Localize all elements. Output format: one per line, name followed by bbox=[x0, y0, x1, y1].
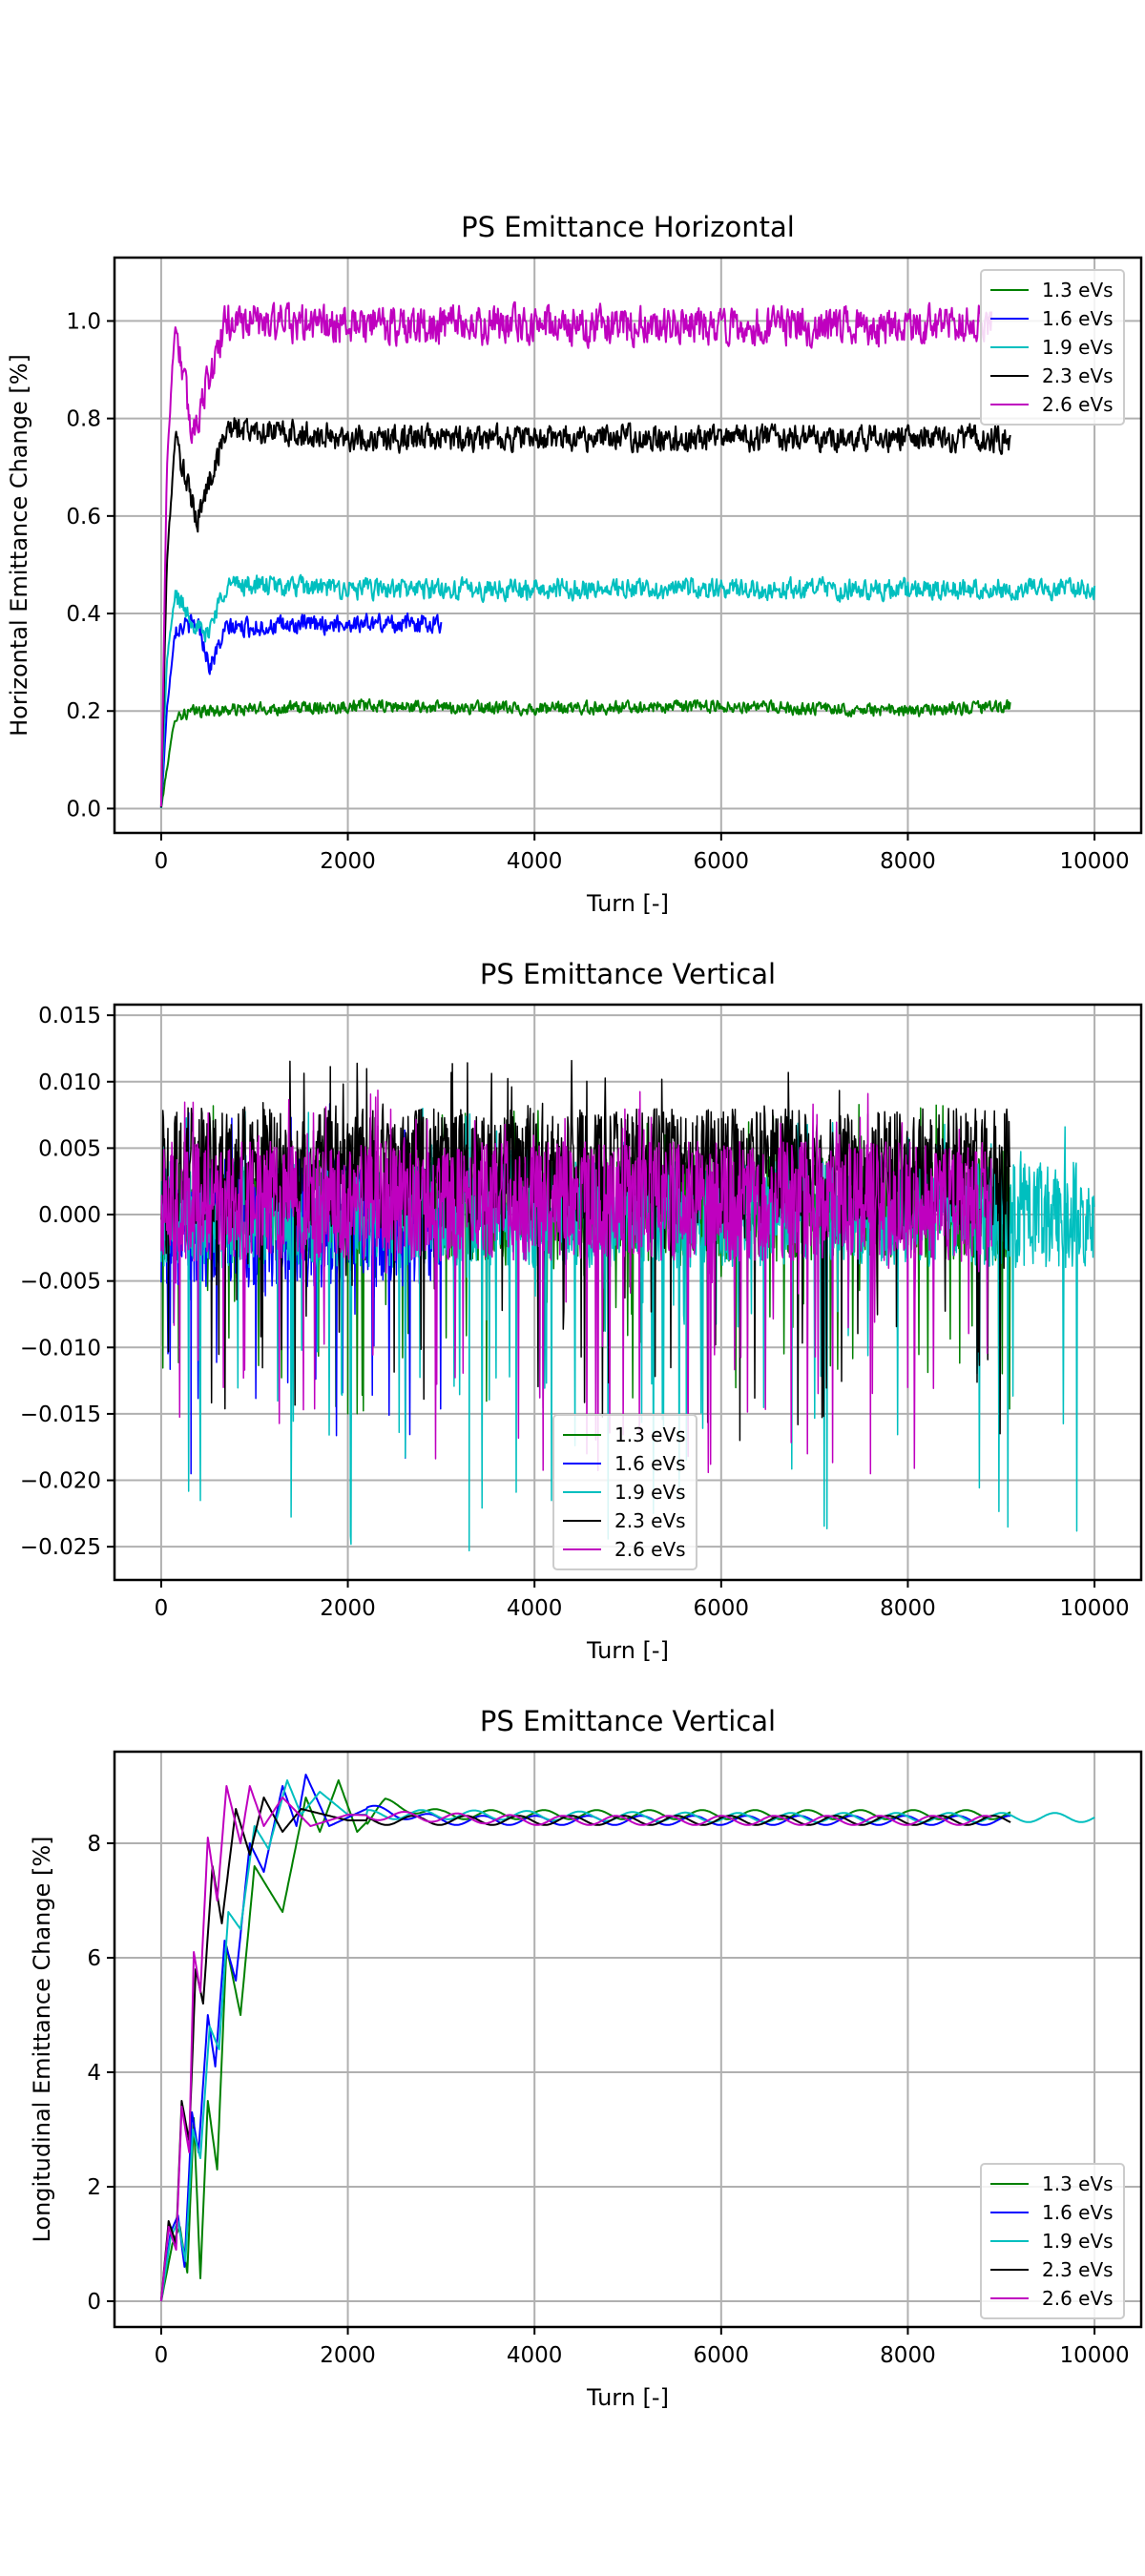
legend: 1.3 eVs 1.6 eVs 1.9 eVs 2.3 eVs 2.6 eVs bbox=[552, 1414, 697, 1570]
x-tick-label: 2000 bbox=[320, 1596, 376, 1621]
series-line-1-3-evs bbox=[159, 697, 1011, 809]
y-axis-label: Horizontal Emittance Change [%] bbox=[6, 354, 32, 737]
legend-label: 2.3 eVs bbox=[1042, 364, 1114, 387]
legend-label: 2.6 eVs bbox=[1042, 2287, 1114, 2310]
chart-1: 0 2000 4000 6000 8000 10000 0.0 0.2 0.4 0.6 0.8 1.0… bbox=[6, 211, 1143, 917]
legend: 1.3 eVs 1.6 eVs 1.9 eVs 2.3 eVs 2.6 eVs bbox=[980, 269, 1125, 426]
y-tick-label: 0.6 bbox=[66, 505, 101, 530]
series-line-2-3-evs bbox=[159, 1797, 1011, 2302]
x-tick-label: 2000 bbox=[320, 849, 376, 874]
series-line-2-6-evs bbox=[159, 1785, 992, 2302]
plot-frame bbox=[113, 1750, 1143, 2329]
y-tick-label: 0.005 bbox=[38, 1136, 101, 1161]
legend-box bbox=[552, 1414, 697, 1570]
chart-title: PS Emittance Vertical bbox=[480, 1705, 776, 1737]
x-tick-label: 8000 bbox=[880, 849, 936, 874]
chart-title: PS Emittance Vertical bbox=[480, 958, 776, 990]
x-tick-label: 6000 bbox=[694, 849, 750, 874]
y-axis-label: Longitudinal Emittance Change [%] bbox=[29, 1836, 55, 2242]
legend-box bbox=[980, 2163, 1125, 2319]
legend-label: 1.3 eVs bbox=[614, 1423, 686, 1446]
y-tick-label: 0.010 bbox=[38, 1070, 101, 1095]
series-line-1-9-evs bbox=[159, 573, 1096, 808]
y-tick-label: −0.010 bbox=[20, 1336, 101, 1361]
x-tick-label: 8000 bbox=[880, 1596, 936, 1621]
x-tick-label: 8000 bbox=[880, 2343, 936, 2368]
x-tick-label: 0 bbox=[155, 849, 169, 874]
y-tick-label: 0.0 bbox=[66, 797, 101, 821]
y-tick-label: 0.015 bbox=[38, 1004, 101, 1028]
legend-label: 2.3 eVs bbox=[1042, 2258, 1114, 2281]
legend-label: 1.6 eVs bbox=[1042, 2201, 1114, 2224]
legend-label: 2.3 eVs bbox=[614, 1509, 686, 1532]
y-tick-label: 0.000 bbox=[38, 1203, 101, 1228]
legend-label: 2.6 eVs bbox=[1042, 393, 1114, 416]
legend-label: 1.9 eVs bbox=[1042, 336, 1114, 359]
y-tick-label: −0.015 bbox=[20, 1402, 101, 1427]
legend-label: 1.9 eVs bbox=[614, 1481, 686, 1504]
y-tick-label: 0 bbox=[87, 2290, 101, 2315]
x-axis-label: Turn [-] bbox=[586, 2384, 669, 2411]
series-group bbox=[159, 301, 1096, 809]
legend-label: 1.6 eVs bbox=[1042, 307, 1114, 330]
y-tick-label: −0.025 bbox=[20, 1535, 101, 1560]
plot-frame bbox=[113, 256, 1143, 835]
x-tick-label: 6000 bbox=[694, 1596, 750, 1621]
legend-label: 2.6 eVs bbox=[614, 1538, 686, 1561]
chart-title: PS Emittance Horizontal bbox=[461, 211, 795, 243]
chart-3: 0 2000 4000 6000 8000 10000 0 2 4 6 8 PS Emittance … bbox=[29, 1705, 1143, 2411]
y-tick-label: 8 bbox=[87, 1832, 101, 1857]
legend-label: 1.9 eVs bbox=[1042, 2230, 1114, 2253]
x-tick-label: 6000 bbox=[694, 2343, 750, 2368]
y-tick-label: 0.2 bbox=[66, 699, 101, 724]
legend-box bbox=[980, 269, 1125, 426]
y-tick-label: 4 bbox=[87, 2061, 101, 2086]
y-tick-label: 6 bbox=[87, 1946, 101, 1971]
series-line-2-3-evs bbox=[159, 417, 1011, 808]
legend-label: 1.3 eVs bbox=[1042, 2172, 1114, 2195]
x-tick-label: 0 bbox=[155, 2343, 169, 2368]
legend-label: 1.6 eVs bbox=[614, 1452, 686, 1475]
x-tick-label: 2000 bbox=[320, 2343, 376, 2368]
y-tick-label: 1.0 bbox=[66, 309, 101, 334]
y-tick-label: −0.020 bbox=[20, 1469, 101, 1494]
x-axis-label: Turn [-] bbox=[586, 890, 669, 917]
plot-frame bbox=[113, 1003, 1143, 1582]
series-line-1-6-evs bbox=[159, 612, 443, 808]
y-tick-label: 0.4 bbox=[66, 602, 101, 627]
legend: 1.3 eVs 1.6 eVs 1.9 eVs 2.3 eVs 2.6 eVs bbox=[980, 2163, 1125, 2319]
x-tick-label: 0 bbox=[155, 1596, 169, 1621]
y-tick-label: −0.005 bbox=[20, 1270, 101, 1295]
x-axis-label: Turn [-] bbox=[586, 1637, 669, 1664]
x-tick-label: 4000 bbox=[507, 849, 563, 874]
y-tick-label: 2 bbox=[87, 2175, 101, 2200]
x-tick-label: 4000 bbox=[507, 1596, 563, 1621]
chart-2: 0 2000 4000 6000 8000 10000 −0.025 −0.020 −0.015… bbox=[20, 958, 1143, 1664]
legend-label: 1.3 eVs bbox=[1042, 279, 1114, 301]
series-group bbox=[159, 1774, 1095, 2302]
x-tick-label: 10000 bbox=[1060, 1596, 1130, 1621]
x-tick-label: 10000 bbox=[1060, 2343, 1130, 2368]
x-tick-label: 4000 bbox=[507, 2343, 563, 2368]
x-tick-label: 10000 bbox=[1060, 849, 1130, 874]
series-line-2-6-evs bbox=[160, 1090, 993, 1475]
series-group bbox=[160, 1059, 1095, 1552]
series-line-2-6-evs bbox=[159, 301, 993, 807]
y-tick-label: 0.8 bbox=[66, 407, 101, 432]
